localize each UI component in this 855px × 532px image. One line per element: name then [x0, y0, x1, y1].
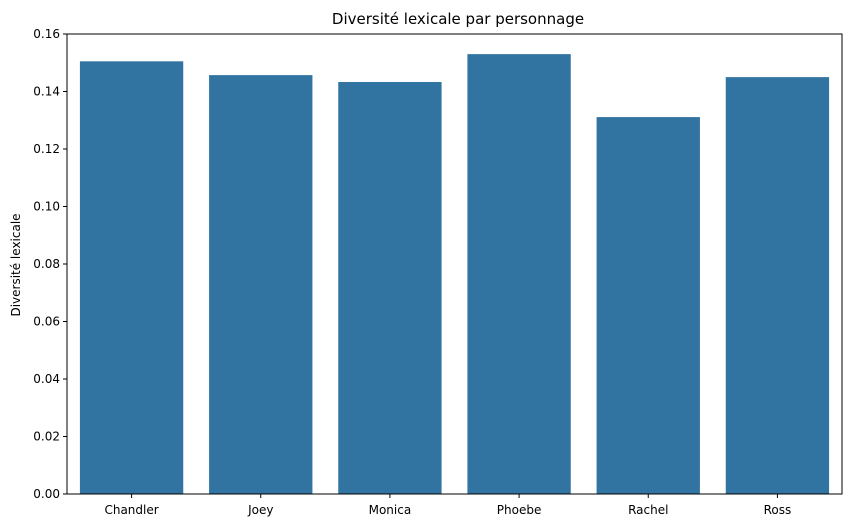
- x-tick-label: Rachel: [628, 503, 668, 517]
- bar-rachel: [596, 117, 700, 495]
- bar-ross: [725, 77, 830, 494]
- bar-phoebe: [467, 54, 571, 494]
- y-tick-label: 0.04: [33, 372, 60, 386]
- y-tick-label: 0.14: [33, 85, 60, 99]
- y-axis-label: Diversité lexicale: [9, 213, 23, 316]
- y-tick-label: 0.02: [33, 430, 60, 444]
- bars-layer: [79, 54, 830, 495]
- y-tick-label: 0.12: [33, 142, 60, 156]
- ticks-layer: Chandler Joey Monica Phoebe Rachel Ross 0.00 0.…: [33, 27, 791, 517]
- y-tick-label: 0.10: [33, 200, 60, 214]
- x-tick-label: Phoebe: [497, 503, 542, 517]
- y-tick-label: 0.16: [33, 27, 60, 41]
- y-tick-label: 0.08: [33, 257, 60, 271]
- bar-monica: [338, 82, 442, 494]
- x-tick-label: Joey: [247, 503, 273, 517]
- x-tick-label: Monica: [369, 503, 412, 517]
- y-tick-label: 0.06: [33, 315, 60, 329]
- chart-title: Diversité lexicale par personnage: [332, 10, 584, 28]
- x-tick-label: Chandler: [104, 503, 158, 517]
- y-tick-label: 0.00: [33, 487, 60, 501]
- bar-joey: [209, 75, 313, 495]
- x-tick-label: Ross: [764, 503, 792, 517]
- bar-chandler: [79, 61, 184, 494]
